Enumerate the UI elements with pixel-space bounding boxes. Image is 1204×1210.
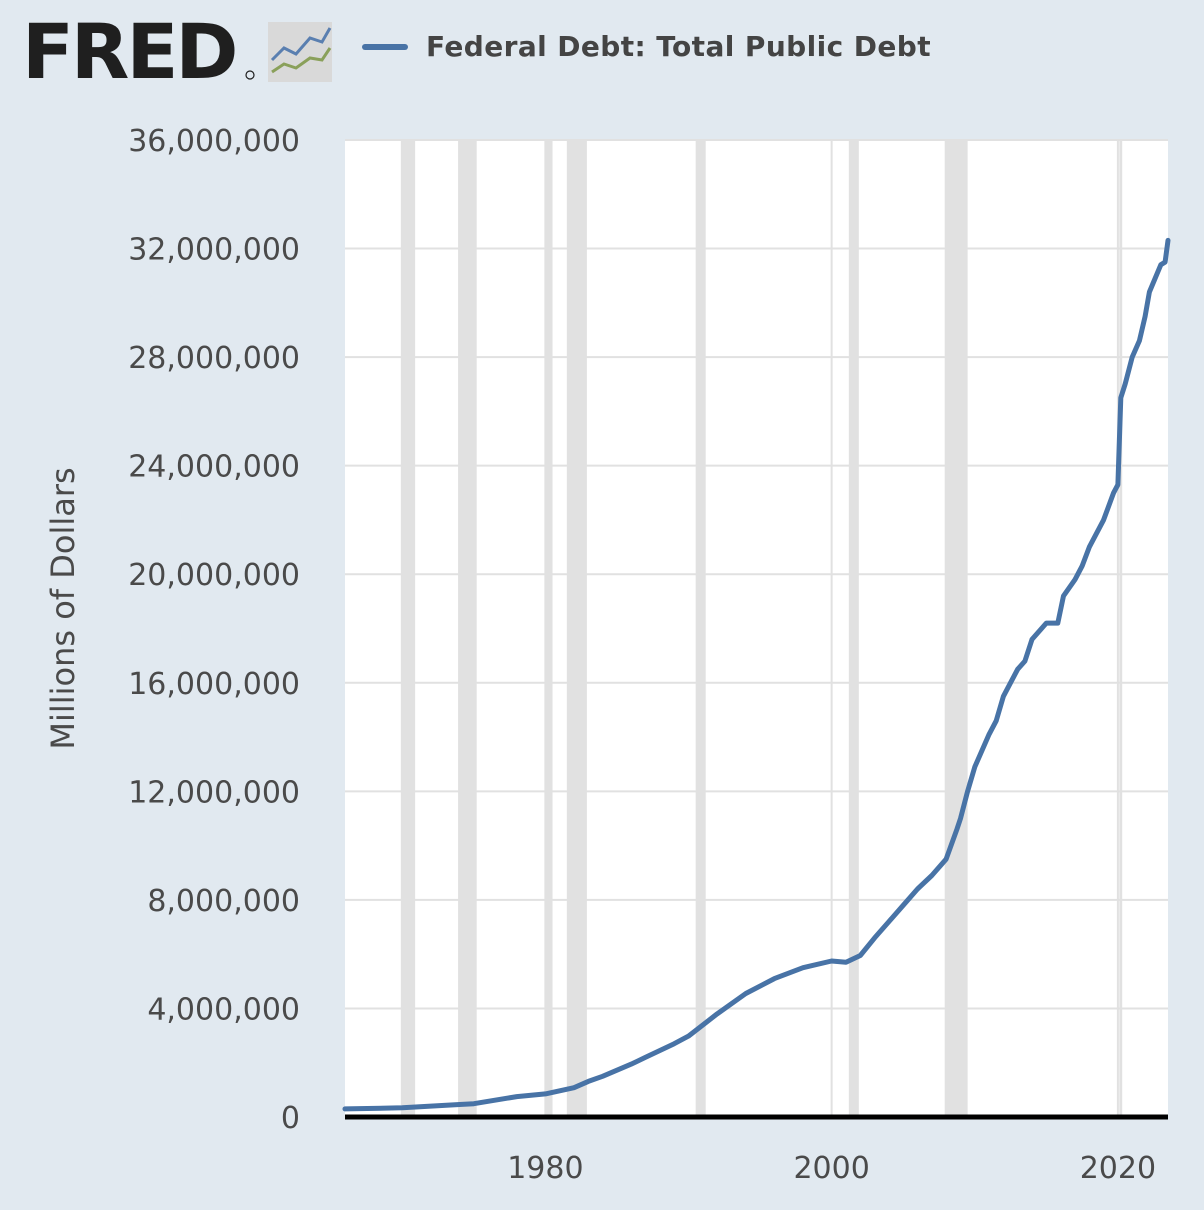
x-tick-label: 2000 [793, 1151, 869, 1186]
recession-bands [400, 140, 1123, 1117]
recession-band [458, 140, 477, 1117]
series-layer [342, 237, 1171, 1112]
y-tick-label: 16,000,000 [128, 667, 300, 702]
y-axis-label: Millions of Dollars [44, 467, 82, 749]
recession-band [695, 140, 706, 1117]
y-tick-label: 24,000,000 [128, 450, 300, 485]
legend-swatch [362, 43, 408, 50]
y-tick-label: 8,000,000 [147, 884, 300, 919]
y-axis-ticks: 0 4,000,000 8,000,000 12,000,000 16,000,000 2… [128, 124, 300, 1136]
gridlines [345, 139, 1168, 1117]
chart-legend: Federal Debt: Total Public Debt [362, 30, 931, 63]
y-tick-label: 0 [281, 1101, 300, 1136]
x-tick-label: 2020 [1080, 1151, 1156, 1186]
recession-band [400, 140, 416, 1117]
fred-logo: FRED [22, 7, 342, 96]
fred-logo-wordmark: FRED [22, 18, 235, 88]
y-tick-label: 28,000,000 [128, 341, 300, 376]
series-line [342, 237, 1171, 1112]
legend-label: Federal Debt: Total Public Debt [426, 30, 932, 63]
y-tick-label: 20,000,000 [128, 558, 300, 593]
plot-area [345, 140, 1168, 1117]
x-tick-label: 1980 [507, 1151, 583, 1186]
y-tick-label: 36,000,000 [128, 124, 300, 159]
y-tick-label: 32,000,000 [128, 233, 300, 268]
recession-band [545, 140, 553, 1117]
recession-band [848, 140, 859, 1117]
y-tick-label: 12,000,000 [128, 775, 300, 810]
recession-band [944, 140, 968, 1117]
y-tick-label: 4,000,000 [147, 992, 300, 1027]
recession-band [1119, 140, 1123, 1117]
recession-band [566, 140, 587, 1117]
x-axis-ticks: 1980 2000 2020 [507, 1151, 1156, 1186]
